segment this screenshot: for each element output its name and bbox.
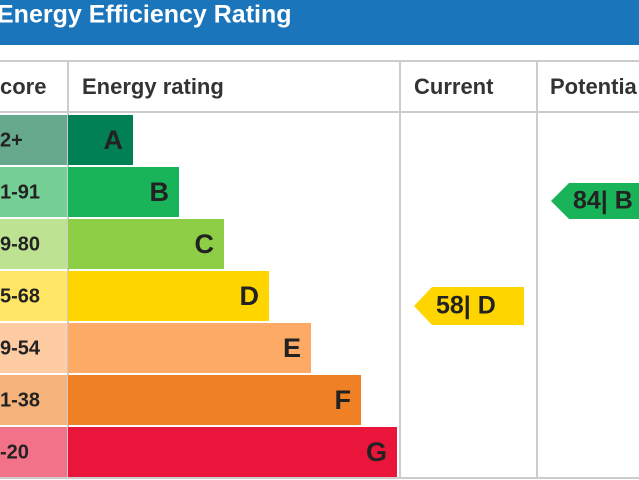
band-letter: C <box>195 229 215 259</box>
band-letter: B <box>150 177 170 207</box>
rating-arrow <box>551 183 639 219</box>
band-bar <box>68 323 311 373</box>
band-letter: E <box>283 333 301 363</box>
band-bar <box>68 167 179 217</box>
rating-label: 58| D <box>436 292 496 320</box>
rating-label: 84| B <box>573 187 633 215</box>
score-cell <box>0 115 67 165</box>
band-letter: A <box>104 125 124 155</box>
score-range: 5-68 <box>0 285 40 307</box>
score-range: 1-38 <box>0 389 40 411</box>
column-header: core <box>0 74 46 99</box>
rating-arrow <box>414 287 524 325</box>
band-bar <box>68 219 224 269</box>
score-range: 9-54 <box>0 337 41 359</box>
title: Energy Efficiency Rating <box>0 1 292 29</box>
score-range: -20 <box>0 441 29 463</box>
band-bar <box>68 115 133 165</box>
score-range: 1-91 <box>0 181 40 203</box>
band-bar <box>68 427 397 477</box>
score-cell <box>0 323 67 373</box>
column-header: Potentia <box>550 74 638 99</box>
band-letter: D <box>240 281 260 311</box>
band-bar <box>68 375 361 425</box>
score-cell <box>0 427 67 477</box>
score-range: 2+ <box>0 129 23 151</box>
score-cell <box>0 375 67 425</box>
column-header: Current <box>414 74 494 99</box>
score-range: 9-80 <box>0 233 40 255</box>
title-bar <box>0 0 639 45</box>
band-letter: G <box>366 437 387 467</box>
column-header: Energy rating <box>82 74 224 99</box>
score-cell <box>0 271 67 321</box>
score-cell <box>0 219 67 269</box>
band-letter: F <box>335 385 352 415</box>
band-bar <box>68 271 269 321</box>
score-cell <box>0 167 67 217</box>
